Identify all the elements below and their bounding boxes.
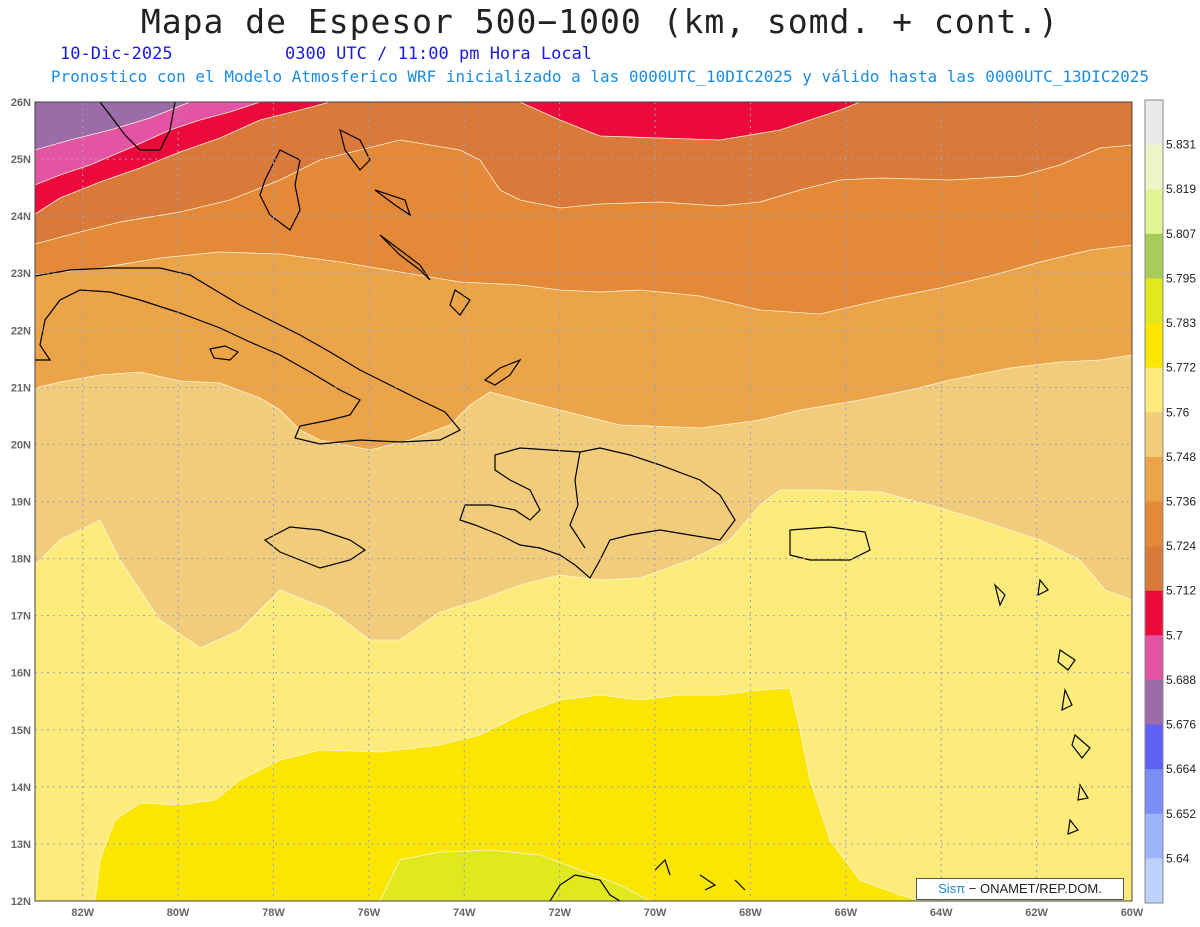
colorbar-swatch: [1145, 724, 1163, 770]
y-tick-label: 18N: [11, 554, 31, 566]
colorbar-label: 5.831: [1166, 138, 1196, 152]
isla-juventud-outline: [209, 345, 240, 361]
colorbar-label: 5.76: [1166, 405, 1190, 419]
lesser-antilles: [993, 578, 1091, 835]
colorbar-swatch: [1145, 323, 1163, 369]
colorbar-swatch: [1145, 769, 1163, 815]
colorbar-label: 5.664: [1166, 762, 1196, 776]
y-tick-label: 19N: [11, 497, 31, 509]
colorbar-label: 5.795: [1166, 271, 1196, 285]
colorbar-label: 5.783: [1166, 316, 1196, 330]
colorbar-swatch: [1145, 100, 1163, 146]
jamaica-outline: [263, 526, 367, 569]
colorbar-swatch: [1145, 546, 1163, 592]
florida-outline: [99, 102, 176, 151]
y-tick-label: 26N: [11, 97, 31, 109]
colorbar-swatch: [1145, 590, 1163, 636]
y-tick-label: 23N: [11, 268, 31, 280]
haiti-border: [569, 451, 586, 549]
band-5.7-5.712: [35, 102, 861, 141]
colorbar-swatch: [1145, 679, 1163, 726]
colorbar-label: 5.772: [1166, 361, 1196, 375]
subtitle: Pronostico con el Modelo Atmosferico WRF…: [50, 67, 1150, 86]
y-tick-label: 20N: [11, 439, 31, 451]
colorbar-swatch: [1145, 456, 1163, 502]
coastlines: [35, 102, 1091, 901]
y-tick-label: 17N: [11, 611, 31, 623]
colorbar-label: 5.7: [1166, 628, 1183, 642]
bahamas-islands: [259, 128, 522, 386]
y-tick-label: 15N: [11, 725, 31, 737]
x-tick-label: 80W: [167, 907, 190, 919]
x-tick-label: 74W: [453, 907, 476, 919]
x-tick-label: 82W: [71, 907, 94, 919]
cuba-outline: [35, 267, 461, 445]
credit-text: − ONAMET/REP.DOM.: [968, 881, 1102, 896]
colorbar-label: 5.736: [1166, 495, 1196, 509]
south-america-coast: [549, 858, 746, 901]
map-frame: [34, 101, 1133, 902]
colorbar-swatch: [1145, 367, 1163, 413]
y-tick-label: 25N: [11, 154, 31, 166]
colorbar-swatch: [1145, 189, 1163, 235]
colorbar-label: 5.748: [1166, 450, 1196, 464]
y-axis-ticks: 26N 25N 24N 23N 22N 21N 20N 19N 18N 17N 16N 15N 14N 1…: [11, 97, 31, 908]
colorbar-swatch: [1145, 412, 1163, 458]
colorbar-label: 5.64: [1166, 851, 1190, 865]
y-tick-label: 16N: [11, 668, 31, 680]
colorbar-label: 5.688: [1166, 673, 1196, 687]
colorbar-label: 5.712: [1166, 584, 1196, 598]
colorbar-label: 5.676: [1166, 718, 1196, 732]
band-5.772-5.783: [94, 687, 921, 901]
lat-lon-grid: [35, 101, 1133, 902]
colorbar-swatch: [1145, 144, 1163, 190]
band-5.676-5.688: [35, 102, 191, 151]
x-tick-label: 68W: [739, 907, 762, 919]
y-tick-label: 13N: [11, 839, 31, 851]
colorbar-swatch: [1145, 635, 1163, 681]
band-5.783-5.795: [379, 849, 651, 901]
x-tick-label: 64W: [930, 907, 953, 919]
y-tick-label: 21N: [11, 382, 31, 394]
hispaniola-outline: [459, 447, 736, 579]
colorbar-label: 5.807: [1166, 227, 1196, 241]
time-label: 0300 UTC / 11:00 pm Hora Local: [285, 44, 593, 64]
sis-logo: Sisπ: [938, 881, 966, 896]
colorbar-swatch: [1145, 233, 1163, 279]
x-tick-label: 66W: [835, 907, 858, 919]
x-tick-label: 60W: [1121, 907, 1144, 919]
x-tick-label: 78W: [262, 907, 285, 919]
colorbar-label: 5.819: [1166, 182, 1196, 196]
colorbar-swatch: [1145, 858, 1163, 904]
colorbar-frame: [1144, 99, 1164, 904]
colorbar-label: 5.652: [1166, 807, 1196, 821]
band-5.712-5.724: [35, 102, 1132, 245]
colorbar: 5.831 5.819 5.807 5.795 5.783 5.772 5.76 5.748 5…: [1144, 99, 1196, 904]
x-axis-ticks: 82W 80W 78W 76W 74W 72W 70W 68W 66W 64W 62W 60W: [71, 907, 1144, 919]
y-tick-label: 14N: [11, 782, 31, 794]
y-tick-label: 22N: [11, 325, 31, 337]
shaded-thickness-bands: [35, 102, 1132, 901]
x-tick-label: 76W: [358, 907, 381, 919]
colorbar-swatch: [1145, 278, 1163, 324]
y-tick-label: 24N: [11, 211, 31, 223]
colorbar-label: 5.724: [1166, 539, 1196, 553]
colorbar-swatch: [1145, 501, 1163, 547]
colorbar-swatch: [1145, 813, 1163, 859]
credit-box: Sisπ − ONAMET/REP.DOM.: [916, 878, 1124, 900]
x-tick-label: 70W: [644, 907, 667, 919]
y-tick-label: 12N: [11, 896, 31, 908]
date-label: 10-Dic-2025: [60, 44, 173, 64]
page-title: Mapa de Espesor 500−1000 (km, somd. + co…: [140, 2, 1060, 41]
x-tick-label: 72W: [548, 907, 571, 919]
puerto-rico-outline: [789, 526, 871, 561]
x-tick-label: 62W: [1025, 907, 1048, 919]
